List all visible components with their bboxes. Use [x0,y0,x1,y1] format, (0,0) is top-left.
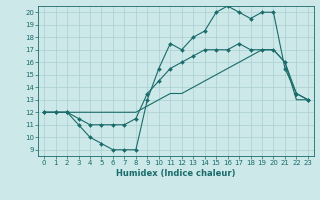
X-axis label: Humidex (Indice chaleur): Humidex (Indice chaleur) [116,169,236,178]
